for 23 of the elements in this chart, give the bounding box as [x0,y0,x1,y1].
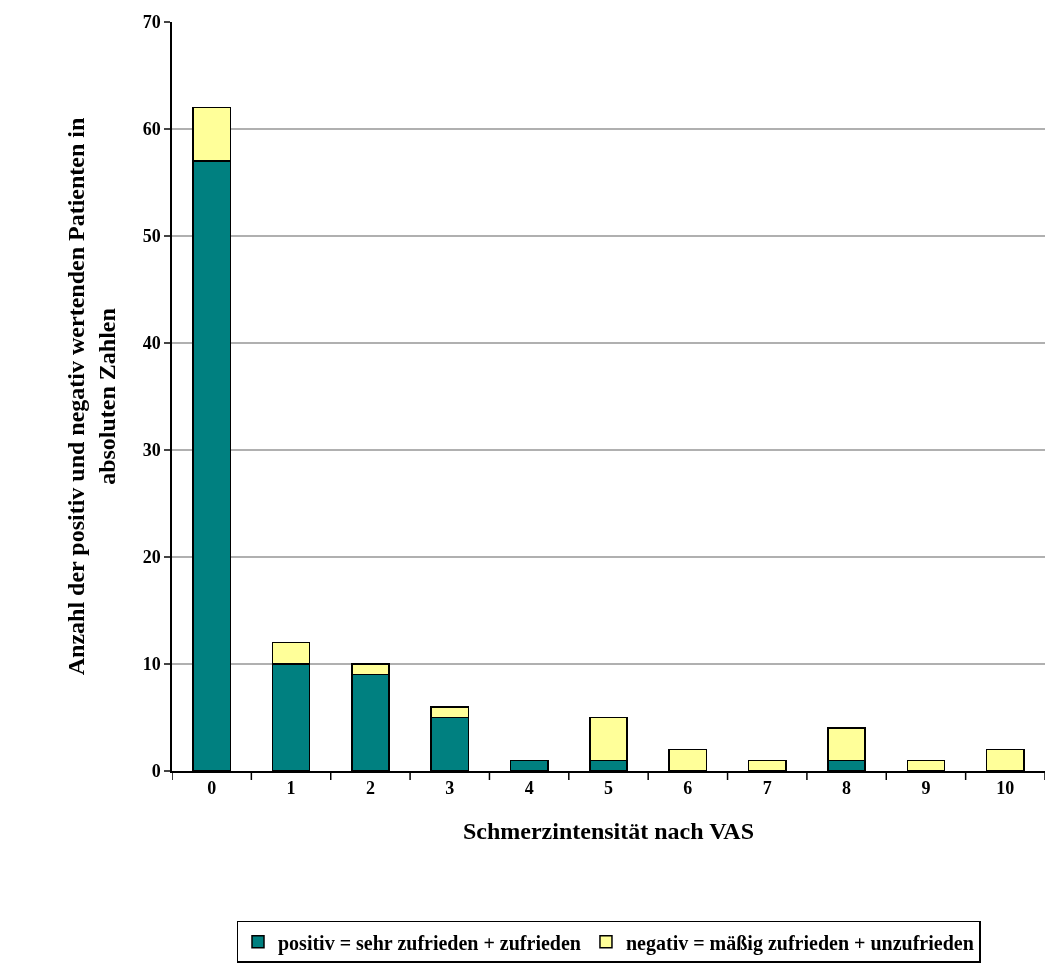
x-tick-label: 6 [683,778,693,799]
legend-label: negativ = mäßig zufrieden + unzufrieden [625,931,974,955]
x-tick-label: 9 [921,778,931,799]
x-tick-label: 7 [762,778,772,799]
x-axis-title: Schmerzintensität nach VAS [462,818,755,845]
x-tick-label: 3 [445,778,455,799]
legend-label: positiv = sehr zufrieden + zufrieden [278,931,581,955]
y-tick-label: 40 [142,333,161,354]
y-tick-label: 60 [142,119,161,140]
y-tick-label: 0 [151,761,161,782]
y-tick-label: 30 [142,440,161,461]
y-tick-label: 20 [142,547,161,568]
x-tick-label: 8 [842,778,852,799]
x-tick-label: 4 [524,778,534,799]
x-tick-label: 10 [996,778,1015,799]
x-tick-label: 1 [286,778,296,799]
y-tick-label: 10 [142,654,161,675]
y-axis-title: Anzahl der positiv und negativ wertenden Patienten in absoluten Zahlen [63,117,121,676]
y-tick-label: 50 [142,226,161,247]
x-tick-label: 5 [604,778,613,799]
y-tick-label: 70 [142,12,161,33]
x-tick-label: 0 [207,778,217,799]
x-tick-label: 2 [365,778,375,799]
